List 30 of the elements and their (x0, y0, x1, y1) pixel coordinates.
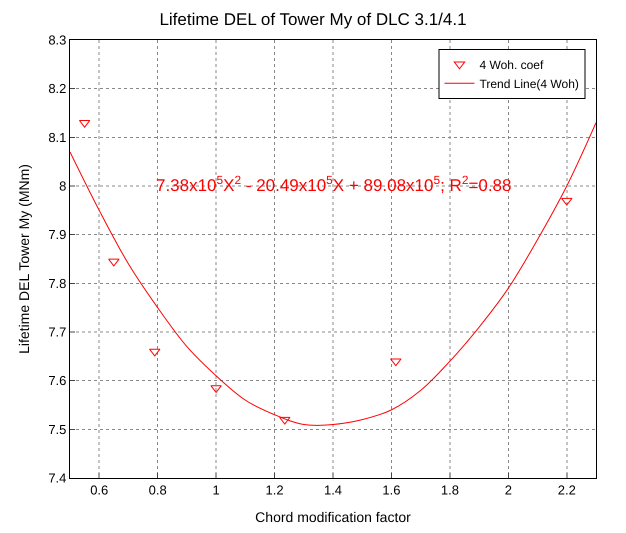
y-tick-label: 8 (59, 178, 66, 194)
y-tick-label: 7.7 (48, 324, 66, 340)
y-axis-title: Lifetime DEL Tower My (MNm) (16, 164, 32, 354)
x-tick-label: 1.2 (266, 482, 284, 498)
y-tick-label: 8.3 (48, 32, 66, 48)
x-tick-label: 2 (504, 482, 512, 498)
x-axis-title: Chord modification factor (255, 508, 412, 525)
y-tick-label: 8.1 (48, 130, 66, 145)
y-tick-label: 7.8 (48, 276, 66, 291)
y-tick-label: 8.2 (48, 81, 66, 96)
y-tick-label: 7.9 (48, 227, 66, 242)
chart-title: Lifetime DEL of Tower My of DLC 3.1/4.1 (159, 10, 467, 30)
x-tick-label: 1.6 (382, 482, 400, 498)
point (78, 120, 90, 128)
y-tick-label: 7.6 (48, 373, 66, 388)
point (561, 198, 572, 206)
point (390, 358, 402, 366)
x-tick-label: 0.6 (90, 482, 108, 498)
x-tick-label: 2.2 (558, 482, 576, 498)
x-tick-label: 1.4 (324, 482, 342, 498)
legend-label: 4 Woh. coef (479, 58, 544, 72)
y-tick-label: 7.4 (48, 470, 66, 486)
x-tick-label: 0.8 (148, 482, 167, 498)
x-tick-label: 1.8 (440, 482, 459, 498)
x-tick-label: 1 (212, 482, 220, 498)
legend-label: Trend Line(4 Woh) (479, 76, 579, 91)
y-tick-label: 7.5 (48, 422, 66, 437)
point (279, 416, 290, 425)
text: 7.38x10$^{5}$X$^{2}$ - 20.49x10$^{5}$X + 89.08x10$^{5}$; R$^{2}$=0.88 (156, 173, 512, 196)
line-series (70, 122, 596, 426)
